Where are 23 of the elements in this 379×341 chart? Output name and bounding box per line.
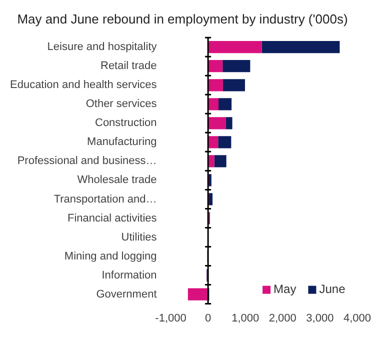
y-tick-label: Information bbox=[102, 269, 157, 282]
y-tick-label: Education and health services bbox=[10, 79, 158, 92]
x-tick-label: 4,000 bbox=[343, 312, 371, 324]
x-tick-label: 1,000 bbox=[232, 312, 260, 324]
y-tick-label: Other services bbox=[86, 98, 158, 110]
y-tick-label: Transportation and… bbox=[54, 193, 157, 206]
y-tick-label: Retail trade bbox=[100, 60, 157, 72]
y-tick-label: Professional and business… bbox=[17, 155, 157, 168]
y-tick-label: Construction bbox=[94, 117, 157, 130]
y-tick-label: Utilities bbox=[121, 231, 158, 244]
x-tick-label: 2,000 bbox=[268, 312, 296, 324]
x-tick-label: -1,000 bbox=[155, 312, 186, 324]
legend-label: May bbox=[274, 282, 296, 296]
y-tick-label: Mining and logging bbox=[64, 250, 157, 262]
x-tick-label: 3,000 bbox=[306, 312, 334, 324]
y-tick-label: Financial activities bbox=[67, 212, 158, 224]
y-tick-label: Manufacturing bbox=[87, 136, 157, 148]
x-tick-label: 0 bbox=[204, 312, 212, 324]
chart-title: May and June rebound in employment by industry ('000s) bbox=[17, 11, 348, 26]
legend-label: June bbox=[319, 282, 346, 296]
y-tick-label: Leisure and hospitality bbox=[47, 41, 158, 54]
y-tick-label: Government bbox=[96, 288, 157, 300]
y-tick-label: Wholesale trade bbox=[77, 174, 157, 186]
